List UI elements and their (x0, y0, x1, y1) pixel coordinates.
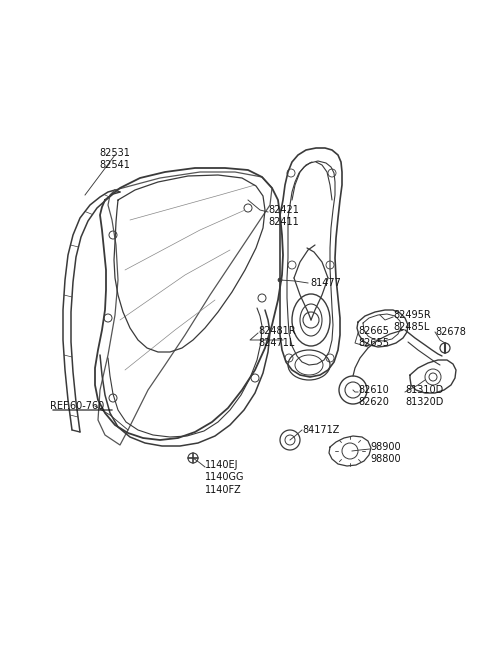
Text: 82495R
82485L: 82495R 82485L (393, 310, 431, 332)
Text: REF.60-760: REF.60-760 (50, 401, 104, 411)
Text: 81477: 81477 (310, 278, 341, 288)
Text: 82610
82620: 82610 82620 (358, 385, 389, 407)
Text: 82481R
82471L: 82481R 82471L (258, 326, 296, 348)
Text: 82421
82411: 82421 82411 (268, 205, 299, 227)
Text: 1140EJ
1140GG
1140FZ: 1140EJ 1140GG 1140FZ (205, 460, 244, 495)
Text: 82678: 82678 (435, 327, 466, 337)
Text: 82665
82655: 82665 82655 (358, 326, 389, 348)
Text: 82531
82541: 82531 82541 (99, 148, 131, 170)
Circle shape (278, 278, 282, 282)
Text: 98900
98800: 98900 98800 (370, 442, 401, 464)
Text: 84171Z: 84171Z (302, 425, 339, 435)
Text: 81310D
81320D: 81310D 81320D (405, 385, 444, 407)
